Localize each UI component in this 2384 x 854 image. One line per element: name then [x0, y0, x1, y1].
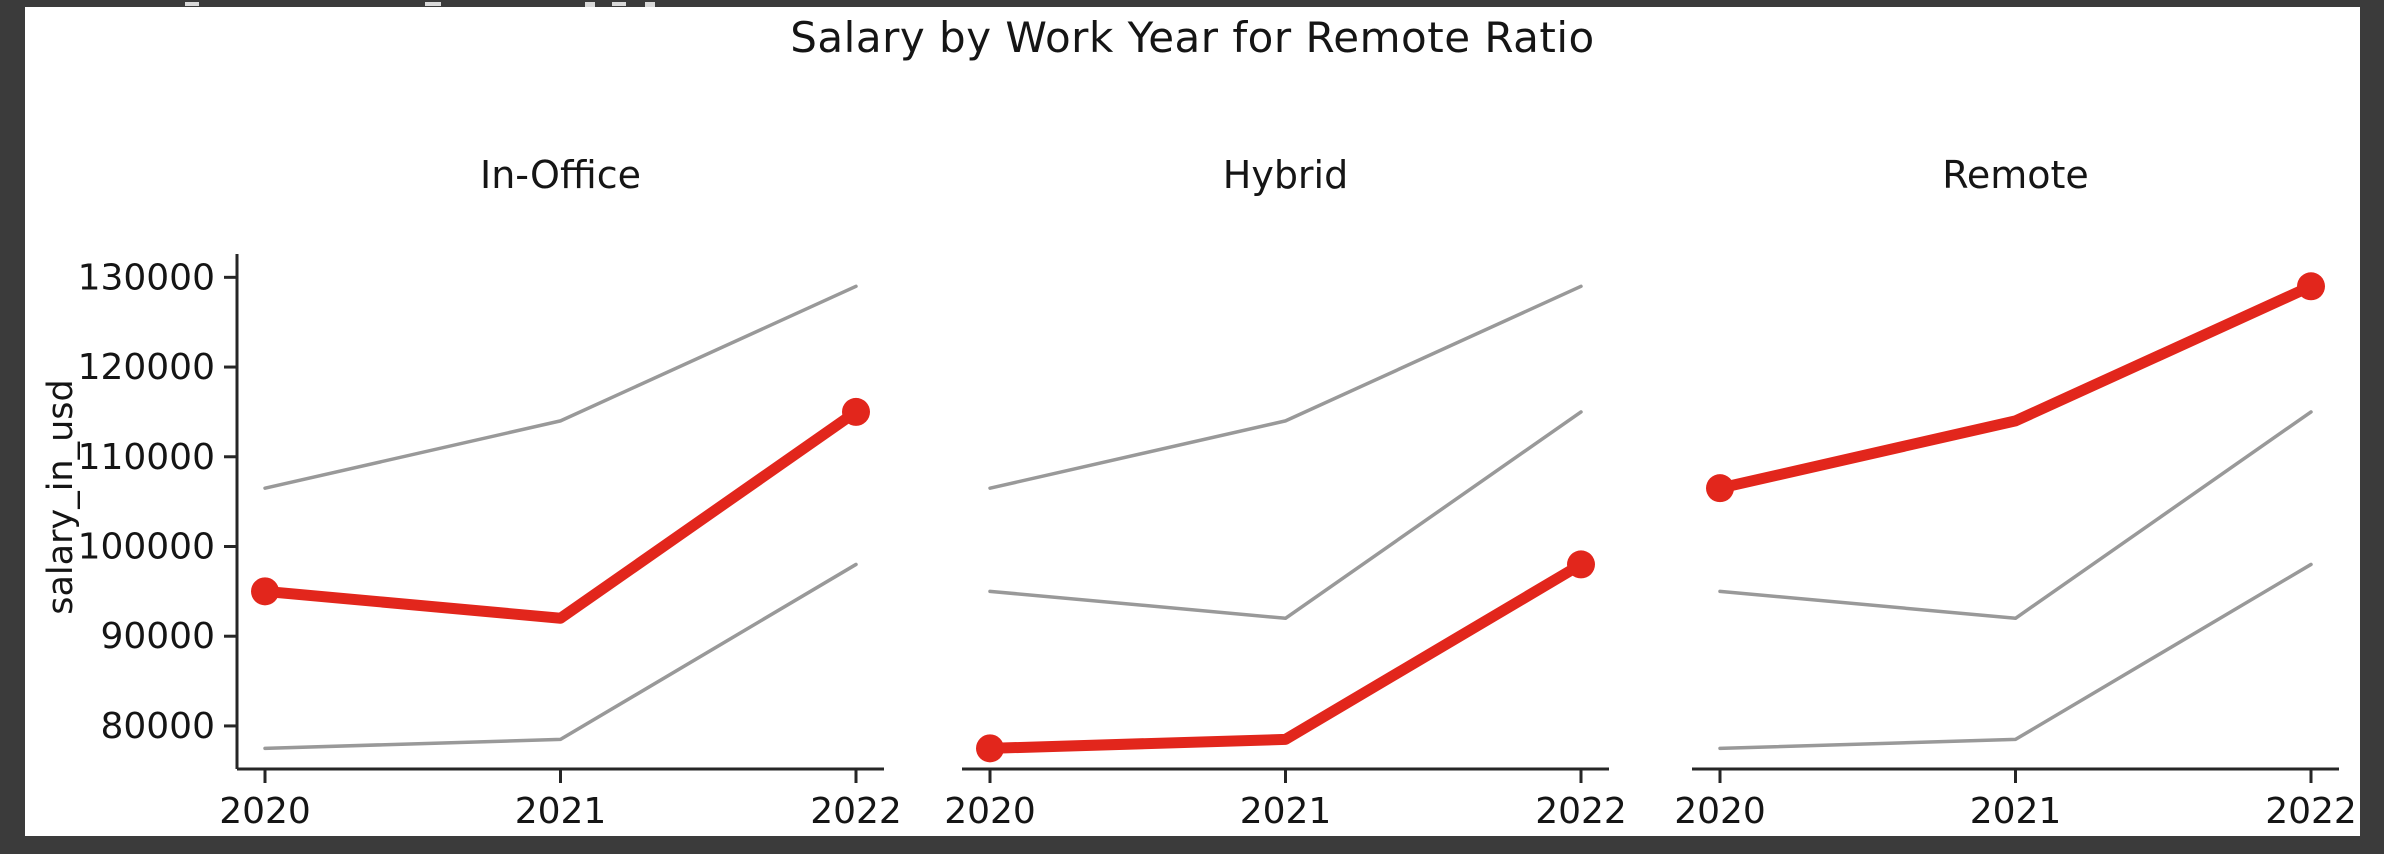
y-tick-label: 90000	[100, 616, 215, 657]
panel-title-remote: Remote	[1942, 153, 2089, 197]
clipped-text-fragment	[585, 2, 595, 7]
line-other-hybrid	[263, 562, 858, 751]
line-highlight-hybrid	[984, 558, 1587, 754]
x-tick-label: 2021	[1240, 791, 1332, 832]
x-tick-label: 2022	[2265, 791, 2357, 832]
clipped-text-fragment	[185, 2, 199, 6]
x-tick-label: 2022	[810, 791, 902, 832]
marker-remote-2022	[2297, 272, 2325, 301]
marker-remote-2020	[1706, 474, 1734, 503]
marker-in-office-2022	[842, 397, 870, 426]
y-tick-label: 100000	[78, 526, 215, 567]
line-other-in-office	[988, 410, 1583, 621]
clipped-text-fragment	[645, 2, 655, 7]
y-tick-label: 110000	[78, 437, 215, 478]
x-tick-label: 2021	[1970, 791, 2062, 832]
panel-title-hybrid: Hybrid	[1222, 153, 1349, 197]
line-highlight-in-office	[259, 406, 862, 624]
x-tick-label: 2020	[1674, 791, 1766, 832]
panel-title-in-office: In-Office	[480, 153, 641, 197]
line-other-in-office	[1718, 410, 2313, 621]
x-tick-label: 2021	[515, 791, 607, 832]
x-tick-label: 2020	[944, 791, 1036, 832]
line-highlight-remote	[1714, 280, 2317, 494]
line-other-remote	[263, 284, 858, 490]
matplotlib-figure: Salary by Work Year for Remote Ratio In-…	[25, 7, 2360, 836]
clipped-text-fragment	[612, 2, 626, 6]
y-tick-label: 120000	[78, 347, 215, 388]
line-other-remote	[988, 284, 1583, 490]
y-tick-label: 130000	[78, 257, 215, 298]
marker-hybrid-2020	[976, 734, 1004, 763]
marker-hybrid-2022	[1567, 550, 1595, 579]
chart-title: Salary by Work Year for Remote Ratio	[790, 13, 1595, 62]
line-other-hybrid	[1718, 562, 2313, 751]
clipped-text-fragment	[425, 2, 441, 6]
line-chart-canvas: 2020 2021 2022 80000 90000 100000 110000 120000…	[78, 254, 2357, 832]
x-tick-label: 2020	[219, 791, 311, 832]
y-tick-label: 80000	[100, 706, 215, 747]
marker-in-office-2020	[251, 577, 279, 606]
x-tick-label: 2022	[1535, 791, 1627, 832]
